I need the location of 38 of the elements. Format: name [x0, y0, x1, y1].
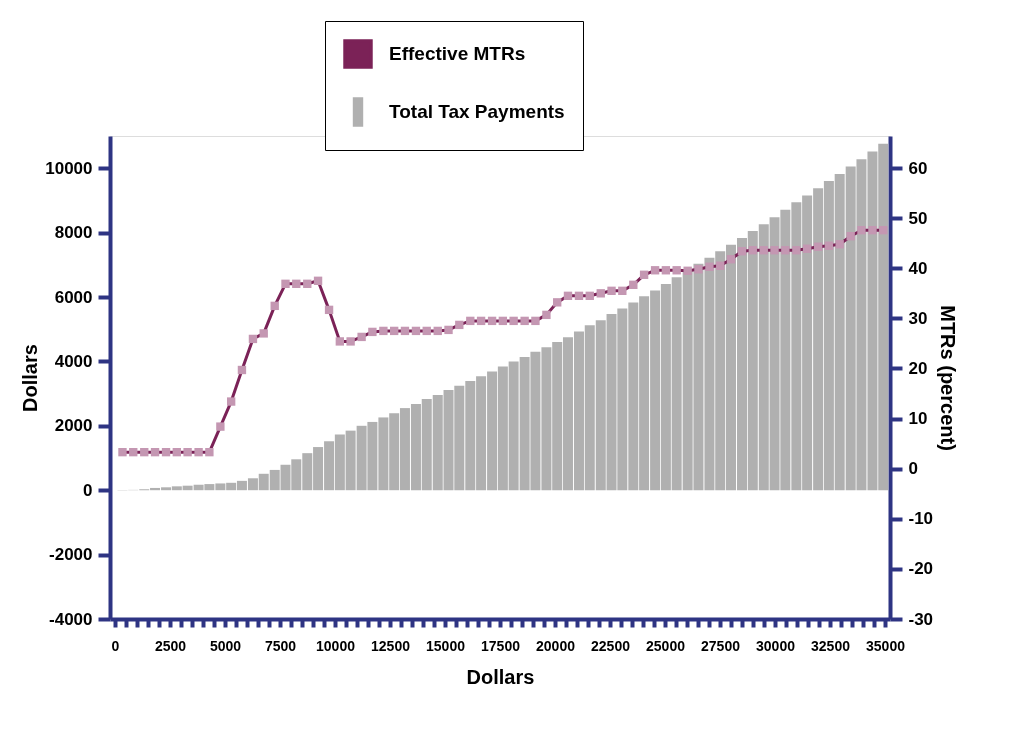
- y-tick-label: -2000: [49, 545, 93, 565]
- x-tick-label: 35000: [866, 637, 906, 654]
- y2-tick-label: -10: [908, 509, 934, 529]
- x-tick-label: 17500: [481, 637, 521, 654]
- y2-tick-label: 60: [908, 158, 928, 178]
- y2-tick-label: 50: [908, 208, 928, 228]
- legend-label: Total Tax Payments: [389, 101, 565, 122]
- y-tick-label: 0: [83, 480, 93, 500]
- y2-tick-label: 40: [908, 258, 928, 278]
- y-tick-label: 6000: [54, 287, 93, 307]
- y2-tick-label: 30: [908, 308, 928, 328]
- y2-tick-label: 20: [908, 358, 928, 378]
- y-axis-title: Dollars: [19, 344, 42, 412]
- y-tick-label: -4000: [49, 609, 93, 629]
- x-tick-label: 12500: [371, 637, 411, 654]
- x-tick-label: 0: [111, 637, 120, 654]
- x-tick-label: 10000: [316, 637, 356, 654]
- y-tick-label: 10000: [45, 158, 93, 178]
- y-tick-label: 4000: [54, 351, 93, 371]
- x-tick-label: 5000: [209, 637, 242, 654]
- y2-tick-label: 10: [908, 409, 928, 429]
- x-tick-label: 2500: [154, 637, 187, 654]
- y2-tick-label: -20: [908, 559, 934, 579]
- x-tick-label: 7500: [264, 637, 297, 654]
- x-axis-title: Dollars: [466, 665, 535, 688]
- x-tick-label: 22500: [591, 637, 631, 654]
- y2-axis-title: MTRs (percent): [937, 305, 960, 451]
- x-tick-label: 20000: [536, 637, 576, 654]
- y2-tick-label: 0: [908, 459, 918, 479]
- x-tick-label: 32500: [811, 637, 851, 654]
- y-tick-label: 8000: [54, 223, 93, 243]
- x-tick-label: 27500: [701, 637, 741, 654]
- x-tick-label: 15000: [426, 637, 466, 654]
- y2-tick-label: -30: [908, 609, 934, 629]
- x-tick-label: 25000: [646, 637, 686, 654]
- y-tick-label: 2000: [54, 416, 93, 436]
- x-tick-label: 30000: [756, 637, 796, 654]
- legend-label: Effective MTRs: [389, 43, 526, 64]
